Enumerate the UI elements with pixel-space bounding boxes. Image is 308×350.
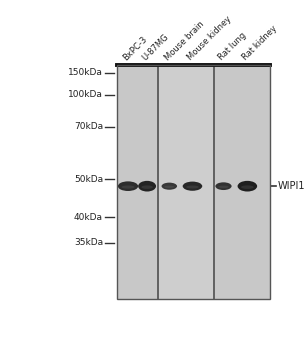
Text: Rat lung: Rat lung [217,31,249,62]
Ellipse shape [162,183,177,190]
Ellipse shape [121,186,135,189]
Text: 70kDa: 70kDa [74,122,103,131]
Text: BxPC-3: BxPC-3 [122,34,149,62]
Text: Mouse brain: Mouse brain [163,19,206,62]
Text: 40kDa: 40kDa [74,213,103,222]
Ellipse shape [215,182,232,190]
Ellipse shape [183,182,202,191]
Text: Mouse kidney: Mouse kidney [186,15,234,62]
Bar [117,65,157,299]
Text: 35kDa: 35kDa [74,238,103,247]
Text: 150kDa: 150kDa [68,69,103,77]
Bar [215,65,270,299]
Bar [117,65,270,299]
Ellipse shape [138,181,156,191]
Text: 100kDa: 100kDa [68,90,103,99]
Text: WIPI1: WIPI1 [277,181,305,191]
Ellipse shape [186,186,199,189]
Text: U-87MG: U-87MG [141,32,171,62]
Bar [159,65,213,299]
Ellipse shape [118,181,138,191]
Ellipse shape [237,181,257,191]
Ellipse shape [164,186,174,188]
Ellipse shape [218,186,229,188]
Text: Rat kidney: Rat kidney [241,24,279,62]
Ellipse shape [241,186,254,189]
Text: 50kDa: 50kDa [74,175,103,184]
Ellipse shape [141,186,153,189]
